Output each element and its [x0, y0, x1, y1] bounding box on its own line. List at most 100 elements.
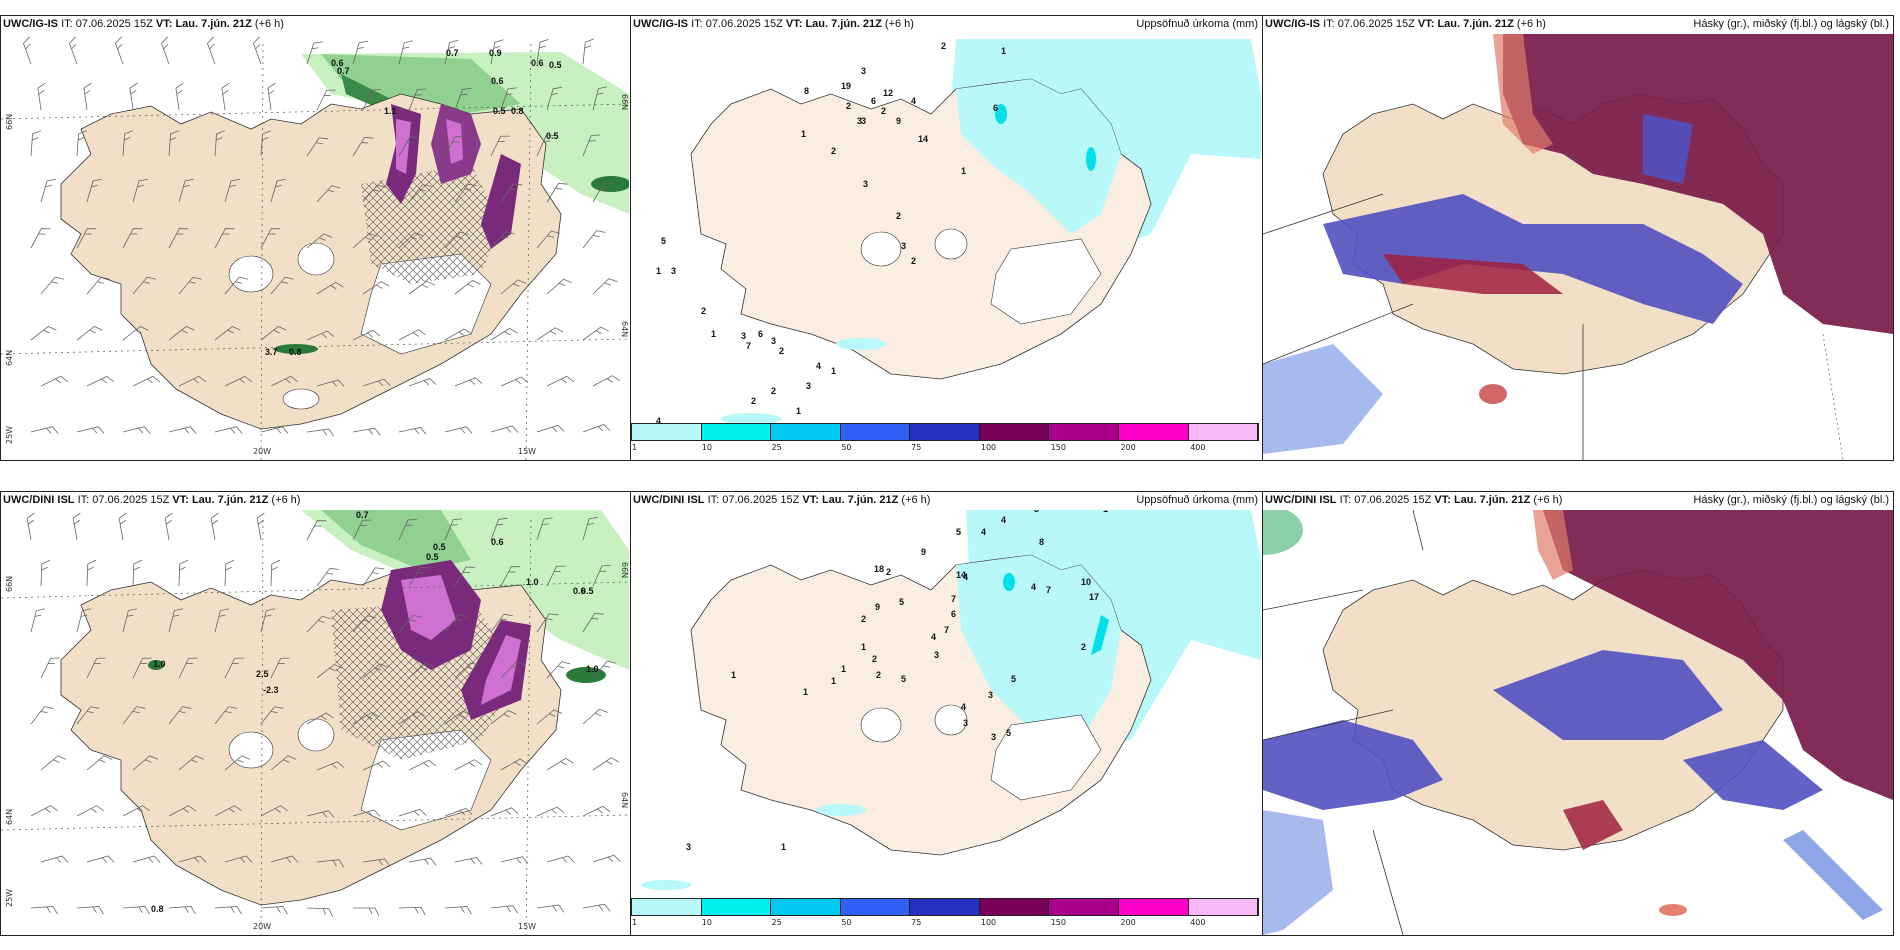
- colorbar-cell: [1118, 424, 1189, 440]
- wind-precip-map: 0.60.70.7 0.90.6 0.50.60.5 0.81.10.53.7 0.8: [1, 36, 629, 460]
- vt-value: Lau. 7.jún. 21Z: [1437, 18, 1514, 30]
- wind-barb: [316, 379, 345, 387]
- lead-time: (+6 h): [1516, 18, 1546, 30]
- wind-barb: [178, 375, 207, 387]
- wind-barb: [454, 183, 477, 203]
- it-label: IT:: [61, 18, 73, 30]
- low-cloud-area: [1493, 650, 1723, 740]
- value-label: 9: [921, 547, 926, 557]
- colorbar-cell: [910, 899, 980, 915]
- purple-precip-area: [396, 119, 411, 174]
- wind-barb: [224, 657, 244, 679]
- wind-barb: [352, 615, 377, 633]
- wind-barb: [37, 82, 46, 111]
- wind-barb: [546, 86, 562, 111]
- value-label: 0.7: [356, 510, 369, 520]
- wind-barb: [352, 809, 381, 817]
- wind-barb: [454, 759, 482, 771]
- value-label: 4: [656, 416, 661, 424]
- low-cloud-area: [1783, 830, 1883, 920]
- glacier: [860, 707, 902, 743]
- wind-barb: [30, 805, 58, 817]
- lat-label-66n: 66N: [5, 113, 14, 130]
- wind-barb: [168, 130, 179, 157]
- colorbar-tick-label: 10: [701, 443, 712, 452]
- precip-area-mid: [995, 104, 1007, 124]
- wind-barb: [30, 426, 59, 434]
- vt-value: Lau. 7.jún. 21Z: [805, 18, 882, 30]
- colorbar-cells: [631, 423, 1259, 441]
- wind-barb: [536, 613, 559, 633]
- boundary-line: [1263, 303, 1414, 365]
- wind-barb: [122, 325, 149, 341]
- value-label: 7: [951, 594, 956, 604]
- colorbar-cell: [771, 424, 841, 440]
- wind-barb: [398, 519, 417, 541]
- it-value: 07.06.2025 15Z: [1337, 18, 1415, 30]
- value-label: 1: [801, 129, 806, 139]
- wind-barb: [76, 805, 104, 817]
- graticule-line: [1, 581, 629, 599]
- wind-barb: [86, 375, 115, 387]
- wind-barb: [454, 662, 480, 679]
- precip-value-labels: 0.70.50.50.61.00.60.51.02.5-2.31.00.8: [151, 510, 599, 914]
- wind-barb: [316, 663, 343, 679]
- wind-barb: [592, 86, 608, 111]
- value-label: 1.1: [384, 106, 397, 116]
- lead-time: (+6 h): [1533, 494, 1563, 506]
- lat-label-64n-right: 64N: [620, 792, 629, 809]
- wind-barb: [352, 329, 381, 341]
- model-name: UWC/DINI ISL: [3, 494, 75, 506]
- wind-barb: [224, 276, 248, 295]
- colorbar-tick-label: 400: [1190, 918, 1206, 927]
- value-label: 0.8: [151, 904, 164, 914]
- wind-barb: [444, 328, 472, 341]
- lat-label-66n: 66N: [5, 575, 14, 592]
- wind-barb: [132, 855, 161, 863]
- value-label: 2: [896, 211, 901, 221]
- wind-barb: [40, 276, 64, 295]
- lead-time: (+6 h): [884, 18, 914, 30]
- wind-barb: [260, 325, 287, 341]
- wind-barb: [444, 614, 468, 633]
- wind-barb: [536, 424, 565, 433]
- wind-barb: [398, 136, 419, 157]
- colorbar-cells: [631, 898, 1259, 916]
- value-label: 3: [1034, 510, 1039, 514]
- wind-barb: [26, 512, 35, 541]
- value-label: 3: [901, 241, 906, 251]
- wind-barb: [306, 712, 334, 725]
- wind-barb: [76, 325, 103, 341]
- colorbar-tick-label: 100: [980, 443, 997, 452]
- wind-barb: [168, 706, 192, 725]
- wind-barb: [490, 905, 519, 914]
- wind-barb: [582, 805, 611, 817]
- colorbar-cell: [632, 899, 702, 915]
- precip-area-light: [721, 413, 781, 424]
- wind-barb: [500, 661, 525, 679]
- wind-barb: [122, 130, 133, 157]
- wind-barb: [306, 810, 335, 818]
- lat-label-64n: 64N: [5, 349, 14, 366]
- precip-area-mid: [1003, 573, 1015, 591]
- value-label: 3: [686, 842, 691, 852]
- glacier: [297, 718, 335, 752]
- wind-barb: [83, 82, 92, 111]
- colorbar-tick-label: 50: [841, 443, 852, 452]
- wind-barb: [69, 36, 78, 65]
- value-label: 2: [779, 346, 784, 356]
- wind-barb: [306, 615, 331, 633]
- wind-barb: [352, 427, 381, 436]
- value-label: 12: [883, 88, 893, 98]
- wind-barb: [444, 136, 465, 157]
- graticule-line: [1, 338, 629, 355]
- precip-area-mid: [1091, 615, 1109, 655]
- value-label: 7: [746, 341, 751, 351]
- low-cloud-area: [1263, 810, 1333, 935]
- value-label: 2: [846, 101, 851, 111]
- wind-barb: [454, 279, 481, 295]
- value-label: 4: [1031, 582, 1036, 592]
- value-label: 3: [963, 718, 968, 728]
- wind-barb: [30, 228, 51, 249]
- wind-barb: [454, 566, 475, 587]
